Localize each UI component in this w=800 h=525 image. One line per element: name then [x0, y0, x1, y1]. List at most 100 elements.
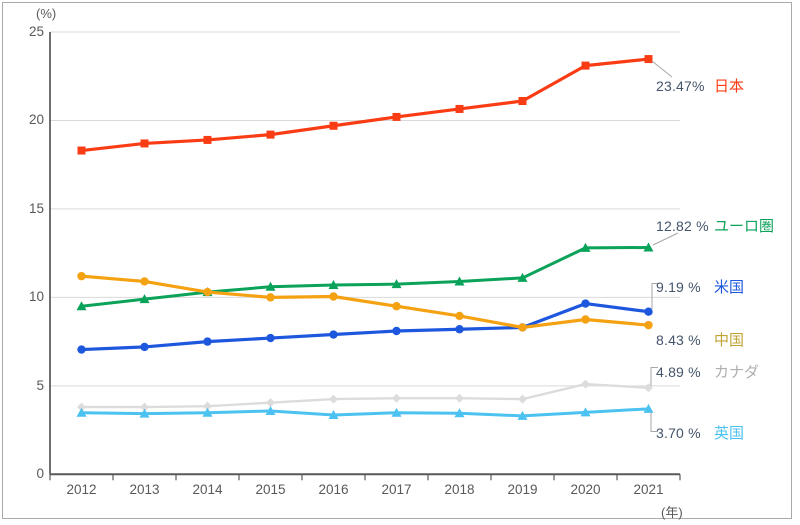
marker-eurozone: [580, 242, 591, 252]
marker-canada: [455, 393, 464, 403]
leader-japan: [651, 60, 673, 78]
series-label-eurozone: 12.82 % ユーロ圏: [656, 215, 774, 236]
series-value-label: 9.19 %: [656, 279, 701, 295]
x-tick-label: 2018: [444, 482, 475, 497]
y-axis-unit-label: (%): [36, 6, 57, 21]
x-axis-unit-label: (年): [661, 505, 683, 520]
marker-canada: [392, 393, 401, 403]
series-label-us: 9.19 % 米国: [656, 276, 744, 297]
series-value-label: 8.43 %: [656, 332, 701, 348]
marker-uk: [139, 408, 150, 418]
marker-china: [203, 287, 212, 297]
series-label-canada: 4.89 % カナダ: [656, 361, 759, 382]
marker-china: [140, 277, 149, 286]
x-tick-label: 2013: [129, 482, 160, 497]
marker-us: [140, 342, 149, 352]
series-line-china: [79, 274, 651, 330]
leader-canada: [650, 367, 658, 386]
series-label-uk: 3.70 % 英国: [656, 422, 744, 443]
series-line-canada: [80, 382, 650, 409]
marker-eurozone: [391, 279, 402, 289]
marker-canada: [77, 402, 86, 412]
marker-china: [518, 323, 527, 332]
leader-eurozone: [652, 232, 679, 246]
marker-china: [329, 292, 338, 301]
series-label-japan: 23.47% 日本: [656, 75, 744, 96]
y-tick-label: 15: [28, 200, 44, 216]
marker-canada: [140, 402, 149, 412]
marker-eurozone: [454, 276, 465, 286]
x-tick-label: 2021: [633, 482, 664, 497]
x-tick-label: 2014: [192, 482, 223, 497]
series-name-label: 日本: [714, 78, 745, 95]
y-tick-label: 20: [28, 112, 44, 128]
series-value-label: 23.47%: [656, 78, 705, 94]
marker-uk: [76, 407, 87, 417]
series-value-label: 4.89 %: [656, 364, 701, 380]
series-line-japan: [79, 57, 651, 153]
marker-us: [329, 330, 338, 339]
x-tick-label: 2015: [255, 482, 286, 497]
marker-japan: [518, 96, 527, 105]
marker-canada: [329, 394, 338, 404]
x-tick-label: 2020: [570, 482, 601, 497]
marker-uk: [517, 410, 528, 420]
series-name-label: ユーロ圏: [714, 218, 775, 235]
y-tick-label: 5: [36, 377, 44, 393]
marker-eurozone: [265, 281, 276, 291]
marker-canada: [266, 398, 275, 408]
leader-uk: [650, 412, 658, 432]
series-label-china: 8.43 % 中国: [656, 329, 744, 350]
marker-uk: [202, 407, 213, 417]
marker-us: [455, 325, 464, 334]
x-tick-label: 2019: [507, 482, 538, 497]
series-value-label: 3.70 %: [656, 425, 701, 441]
marker-eurozone: [328, 279, 339, 289]
x-tick-label: 2016: [318, 482, 349, 497]
series-line-us: [79, 301, 651, 352]
marker-japan: [644, 55, 653, 64]
marker-us: [266, 333, 275, 343]
marker-japan: [329, 121, 338, 130]
x-tick-label: 2017: [381, 482, 412, 497]
series-name-label: カナダ: [714, 364, 760, 381]
series-line-eurozone: [80, 245, 650, 308]
marker-japan: [266, 130, 275, 139]
marker-us: [581, 299, 590, 308]
x-tick-label: 2012: [66, 482, 97, 497]
marker-japan: [77, 146, 86, 155]
marker-japan: [392, 112, 401, 121]
marker-us: [77, 345, 86, 354]
marker-japan: [140, 139, 149, 148]
marker-japan: [203, 135, 212, 144]
marker-uk: [328, 410, 339, 420]
marker-uk: [391, 407, 402, 417]
marker-canada: [203, 401, 212, 411]
marker-china: [455, 311, 464, 321]
marker-us: [203, 337, 212, 346]
series-name-label: 英国: [714, 425, 745, 442]
y-tick-label: 25: [28, 24, 44, 39]
marker-uk: [580, 407, 591, 417]
marker-china: [581, 315, 590, 324]
marker-us: [392, 326, 401, 336]
marker-japan: [455, 104, 464, 113]
marker-us: [644, 307, 653, 316]
marker-eurozone: [139, 294, 150, 304]
marker-uk: [265, 405, 276, 415]
marker-eurozone: [76, 301, 87, 311]
marker-uk: [454, 408, 465, 418]
series-name-label: 米国: [714, 279, 745, 296]
marker-eurozone: [643, 242, 654, 252]
marker-eurozone: [517, 272, 528, 282]
marker-uk: [643, 403, 654, 413]
y-tick-label: 10: [28, 289, 44, 305]
marker-canada: [581, 379, 590, 389]
marker-japan: [581, 61, 590, 70]
y-tick-label: 0: [36, 466, 44, 482]
chart-border: [2, 2, 792, 519]
marker-china: [644, 320, 653, 330]
leader-us: [651, 283, 659, 309]
marker-canada: [518, 394, 527, 404]
